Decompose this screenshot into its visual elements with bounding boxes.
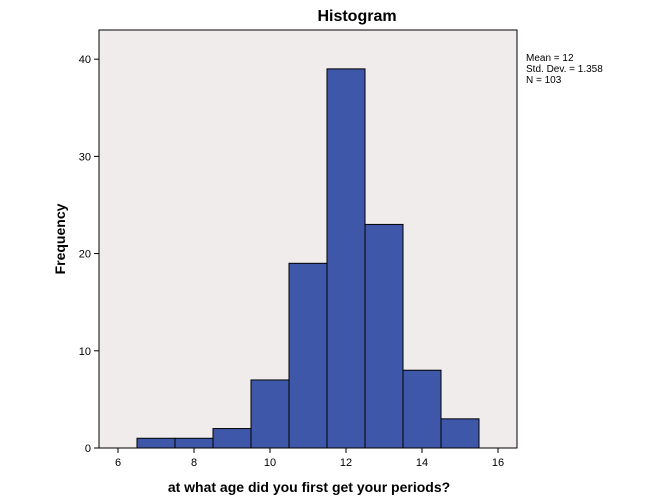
x-axis: 6 8 10 12 14 16 (115, 448, 504, 469)
histogram-bar (326, 68, 366, 449)
histogram-bar (402, 369, 442, 449)
y-tick-label: 10 (79, 346, 91, 358)
x-tick-label: 16 (492, 457, 504, 469)
y-tick-label: 20 (79, 249, 91, 261)
histogram-bar (364, 223, 404, 449)
x-tick-label: 10 (264, 457, 276, 469)
x-tick-label: 14 (416, 457, 428, 469)
histogram-bar (174, 437, 214, 449)
x-axis-title: at what age did you first get your perio… (168, 479, 450, 495)
y-axis-title: Frequency (52, 203, 68, 274)
histogram-bar (250, 379, 290, 449)
histogram-bars (136, 68, 480, 449)
y-axis: 0 10 20 30 40 (79, 54, 99, 455)
chart-title: Histogram (317, 8, 396, 25)
stat-mean: Mean = 12 (526, 53, 574, 64)
statistics-box: Mean = 12 Std. Dev. = 1.358 N = 103 (526, 53, 603, 86)
histogram-bar (212, 428, 252, 449)
y-tick-label: 0 (85, 443, 91, 455)
x-tick-label: 6 (115, 457, 121, 469)
x-tick-label: 8 (191, 457, 197, 469)
x-tick-label: 12 (340, 457, 352, 469)
histogram-bar (440, 418, 480, 449)
stat-std-dev: Std. Dev. = 1.358 (526, 64, 603, 75)
y-tick-label: 40 (79, 54, 91, 66)
stat-n: N = 103 (526, 75, 562, 86)
y-tick-label: 30 (79, 151, 91, 163)
histogram-bar (288, 262, 328, 449)
histogram-bar (136, 437, 176, 449)
